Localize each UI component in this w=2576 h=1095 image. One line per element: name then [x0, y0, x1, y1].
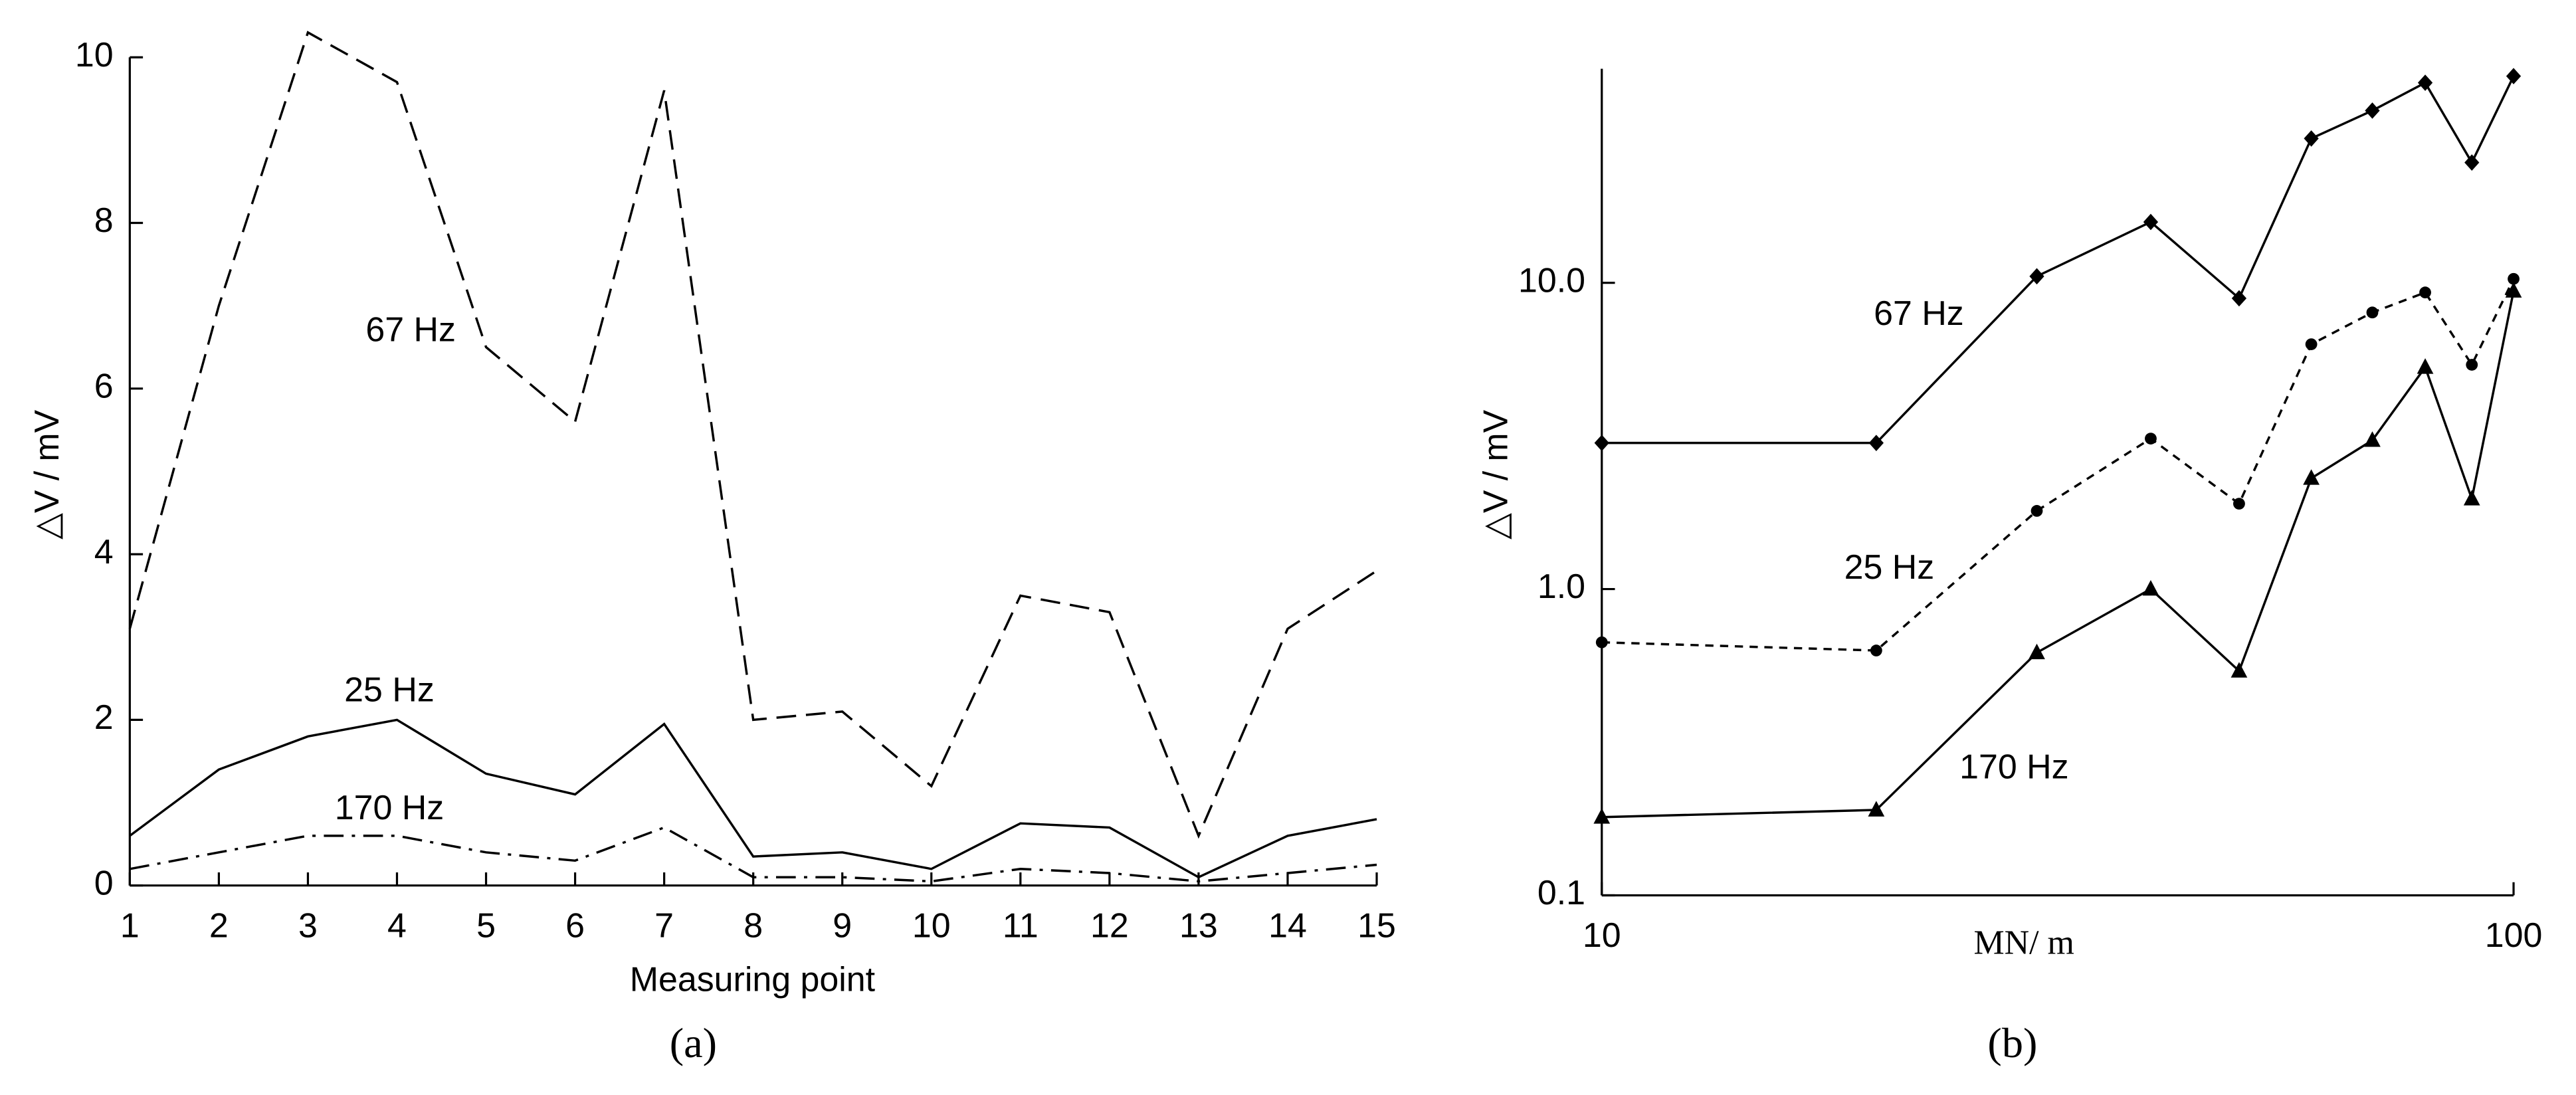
marker: [2142, 580, 2159, 596]
y-tick-label: 1.0: [1537, 567, 1585, 605]
caption: (b): [1987, 1019, 2037, 1066]
x-tick-label: 9: [833, 906, 852, 944]
marker: [2419, 286, 2431, 299]
marker: [2233, 498, 2245, 510]
y-tick-label: 0: [94, 863, 114, 902]
marker: [2029, 268, 2044, 285]
y-tick-label: 0.1: [1537, 873, 1585, 912]
x-tick-label: 10: [1583, 916, 1621, 954]
x-tick-label: 100: [2485, 916, 2543, 954]
series-line: [1601, 75, 2515, 445]
marker: [2508, 272, 2520, 285]
caption: (a): [670, 1019, 717, 1066]
x-tick-label: 3: [298, 906, 318, 944]
y-tick-label: 2: [94, 698, 114, 736]
y-tick-label: 6: [94, 367, 114, 405]
marker: [1868, 435, 1884, 451]
x-tick-label: 11: [1003, 906, 1039, 944]
x-axis-label: Measuring point: [630, 960, 876, 999]
series-line: [1601, 290, 2515, 819]
marker: [1870, 645, 1882, 656]
marker: [1594, 435, 1609, 451]
series-label: 25 Hz: [344, 670, 435, 709]
x-tick-label: 6: [565, 906, 585, 944]
marker: [2464, 154, 2480, 171]
y-tick-label: 4: [94, 532, 114, 571]
marker: [2230, 662, 2248, 678]
series-label: 67 Hz: [1874, 294, 1964, 332]
x-tick-label: 8: [743, 906, 763, 944]
y-tick-label: 10.0: [1518, 260, 1585, 299]
marker: [2466, 359, 2478, 371]
marker: [2364, 431, 2381, 447]
x-tick-label: 7: [654, 906, 674, 944]
x-tick-label: 14: [1268, 906, 1307, 944]
y-axis-label: △V / mV: [27, 409, 66, 539]
marker: [2505, 282, 2522, 298]
marker: [2303, 469, 2320, 485]
marker: [2366, 306, 2379, 319]
marker: [2231, 290, 2247, 307]
marker: [2145, 433, 2157, 445]
marker: [2305, 338, 2318, 350]
marker: [2506, 68, 2522, 84]
marker: [2304, 130, 2319, 147]
marker: [2029, 643, 2045, 660]
marker: [1868, 801, 1885, 817]
series-line: [130, 826, 1377, 883]
marker: [1593, 808, 1611, 824]
marker: [2417, 358, 2434, 374]
marker: [2463, 490, 2480, 506]
y-tick-label: 8: [94, 201, 114, 239]
x-tick-label: 13: [1179, 906, 1218, 944]
x-tick-label: 12: [1090, 906, 1129, 944]
y-tick-label: 10: [75, 35, 114, 74]
x-tick-label: 10: [912, 906, 951, 944]
series-line: [128, 31, 1377, 839]
x-tick-label: 5: [476, 906, 496, 944]
series-label: 67 Hz: [365, 310, 456, 349]
series-label: 170 Hz: [1959, 747, 2068, 786]
x-tick-label: 4: [387, 906, 407, 944]
series-line: [129, 718, 1377, 879]
marker: [1595, 636, 1608, 648]
series-line: [1601, 278, 2515, 652]
series-label: 25 Hz: [1844, 548, 1935, 586]
series-label: 170 Hz: [335, 788, 444, 827]
x-axis-label: MN/ m: [1974, 924, 2074, 962]
x-tick-label: 1: [120, 906, 140, 944]
x-tick-label: 15: [1357, 906, 1396, 944]
y-axis-label: △V / mV: [1476, 409, 1515, 539]
marker: [2417, 74, 2433, 91]
x-tick-label: 2: [209, 906, 229, 944]
marker: [2365, 102, 2380, 119]
marker: [2031, 505, 2043, 517]
